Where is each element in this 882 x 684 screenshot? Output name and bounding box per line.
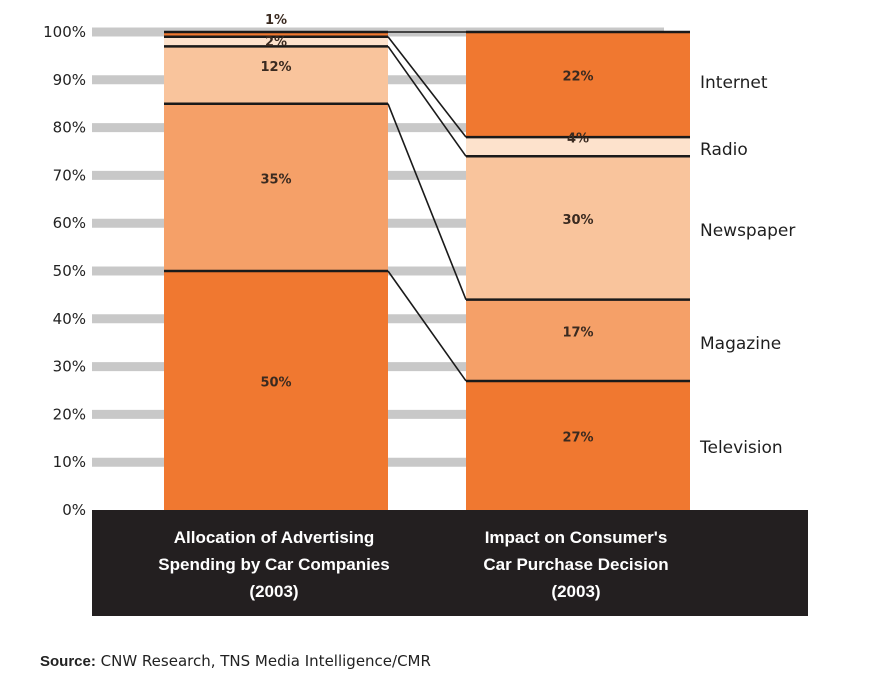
category-band: Allocation of Advertising Spending by Car… (92, 510, 808, 616)
bar-title-line: Impact on Consumer's (485, 528, 668, 547)
connector-line (387, 45, 467, 157)
segment-value-label: 1% (265, 13, 287, 28)
source-text: CNW Research, TNS Media Intelligence/CMR (95, 652, 431, 670)
segment-value-label: 22% (562, 70, 593, 85)
bar-segment-television (164, 271, 388, 510)
bar-segment-newspaper (164, 46, 388, 104)
category-label-radio: Radio (700, 140, 748, 160)
segment-value-label: 35% (260, 172, 291, 187)
bar-title-line: Car Purchase Decision (483, 555, 668, 574)
bars (164, 32, 690, 510)
y-tick-label: 70% (53, 166, 86, 184)
y-tick-label: 10% (53, 453, 86, 471)
segment-labels: 50% 35% 12% 2% 1% 27% 17% 30% 4% 22% (260, 13, 593, 445)
segment-value-label: 50% (260, 376, 291, 391)
bar-segment-magazine (466, 299, 690, 381)
bar-title-line: (2003) (249, 582, 298, 601)
y-tick-label: 20% (53, 405, 86, 423)
connector-line (387, 103, 467, 300)
bar-segment-magazine (164, 103, 388, 271)
y-tick-label: 50% (53, 262, 86, 280)
bar-segment-television (466, 380, 690, 510)
bar-title-line: (2003) (551, 582, 600, 601)
source-prefix: Source: (40, 653, 96, 670)
connector-line (387, 36, 467, 138)
category-label-internet: Internet (700, 73, 768, 93)
y-tick-label: 30% (53, 358, 86, 376)
segment-value-label: 12% (260, 60, 291, 75)
bar-title-line: Spending by Car Companies (158, 555, 389, 574)
y-tick-label: 100% (43, 23, 86, 41)
category-label-newspaper: Newspaper (700, 221, 795, 241)
title-band (92, 510, 808, 616)
category-label-magazine: Magazine (700, 334, 781, 354)
bar-segment-radio (164, 36, 388, 47)
segment-value-label: 4% (567, 132, 589, 147)
connector-lines (164, 30, 690, 383)
y-tick-label: 80% (53, 119, 86, 137)
category-labels: Television Magazine Newspaper Radio Internet (699, 73, 795, 458)
bar-segment-newspaper (466, 156, 690, 300)
bar-segment-internet (164, 32, 388, 37)
y-tick-label: 60% (53, 214, 86, 232)
segment-value-label: 27% (562, 430, 593, 445)
connector-line (387, 270, 467, 382)
bar-segment-radio (466, 137, 690, 157)
y-tick-label: 0% (62, 501, 86, 519)
category-label-television: Television (699, 438, 783, 458)
segment-value-label: 2% (265, 35, 287, 50)
segment-value-label: 30% (562, 213, 593, 228)
y-tick-label: 90% (53, 71, 86, 89)
segment-value-label: 17% (562, 325, 593, 340)
y-tick-label: 40% (53, 310, 86, 328)
y-axis-ticks: 0% 10% 20% 30% 40% 50% 60% 70% 80% 90% 100% (43, 23, 86, 519)
source-note: Source: CNW Research, TNS Media Intellig… (40, 652, 431, 670)
bar-segment-internet (466, 32, 690, 138)
bar-title-line: Allocation of Advertising (174, 528, 375, 547)
